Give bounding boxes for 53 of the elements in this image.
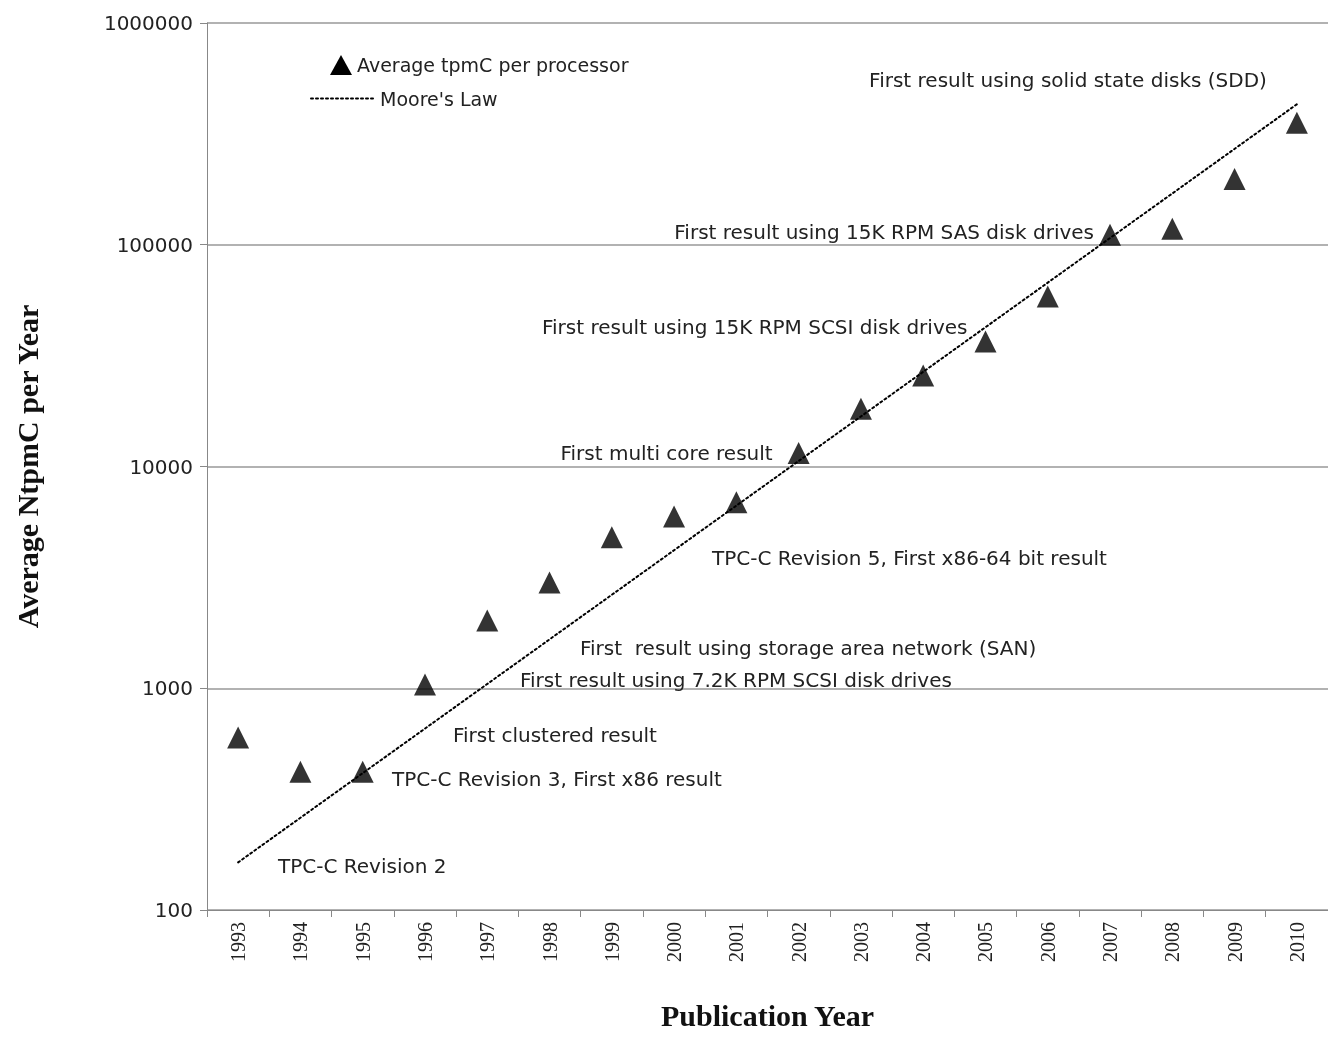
point (1036, 285, 1059, 308)
x-tick-label: 2003 (849, 922, 872, 962)
x-tick-label: 2000 (663, 922, 686, 962)
x-tick-label: 2002 (787, 922, 810, 962)
x-tick-label: 2008 (1161, 922, 1184, 962)
x-tick-label: 2006 (1036, 922, 1059, 962)
annotation: First clustered result (453, 723, 658, 747)
point (974, 330, 997, 353)
x-tick-label: 1993 (227, 922, 250, 962)
x-tick-label: 2001 (725, 922, 748, 962)
point (413, 673, 436, 696)
annotation: First result using solid state disks (SDD) (869, 68, 1267, 93)
legend-label: Moore's Law (380, 87, 498, 110)
y-tick-label: 1000000 (103, 11, 193, 35)
x-axis-title: Publication Year (660, 998, 875, 1032)
point (663, 505, 686, 528)
annotation: First result using storage area network (SAN) (580, 636, 1037, 660)
point (227, 726, 250, 749)
x-tick-label: 2010 (1285, 922, 1308, 962)
y-tick-label: 10000 (129, 454, 193, 479)
annotation: First result using 15K RPM SCSI disk drives (541, 315, 968, 340)
point (600, 526, 623, 549)
annotation: First result using 7.2K RPM SCSI disk drives (520, 668, 952, 692)
x-tick-label: 2009 (1223, 922, 1246, 962)
y-tick-label: 100 (154, 898, 193, 922)
point (1285, 111, 1308, 134)
y-tick-label: 100000 (116, 232, 193, 257)
x-tick-label: 2004 (912, 922, 935, 962)
x-tick-label: 1997 (476, 922, 499, 962)
x-tick-label: 1994 (289, 922, 312, 962)
point (1223, 167, 1246, 190)
point (538, 571, 561, 594)
legend-label: Average tpmC per processor (357, 54, 629, 76)
x-tick-label: 1995 (351, 922, 374, 962)
x-tick-label: 1996 (413, 922, 436, 962)
point (351, 760, 374, 783)
point (289, 760, 312, 783)
annotation: TPC-C Revision 3, First x86 result (391, 767, 722, 791)
x-tick-label: 1999 (600, 922, 623, 962)
x-tick-label: 1998 (538, 922, 561, 962)
y-tick-label: 1000 (142, 676, 193, 701)
x-tick-label: 2007 (1099, 922, 1122, 962)
annotation: First result using 15K RPM SAS disk drives (674, 220, 1095, 245)
y-axis-title: Average NtpmC per Year (10, 304, 44, 629)
x-tick-label: 2005 (974, 922, 997, 962)
annotation: TPC-C Revision 2 (277, 854, 447, 878)
point (912, 364, 935, 387)
point (787, 442, 810, 465)
annotation: TPC-C Revision 5, First x86-64 bit result (711, 546, 1108, 570)
annotation: First multi core result (560, 441, 773, 466)
point (476, 609, 499, 632)
point (1161, 217, 1184, 240)
point (849, 397, 872, 420)
